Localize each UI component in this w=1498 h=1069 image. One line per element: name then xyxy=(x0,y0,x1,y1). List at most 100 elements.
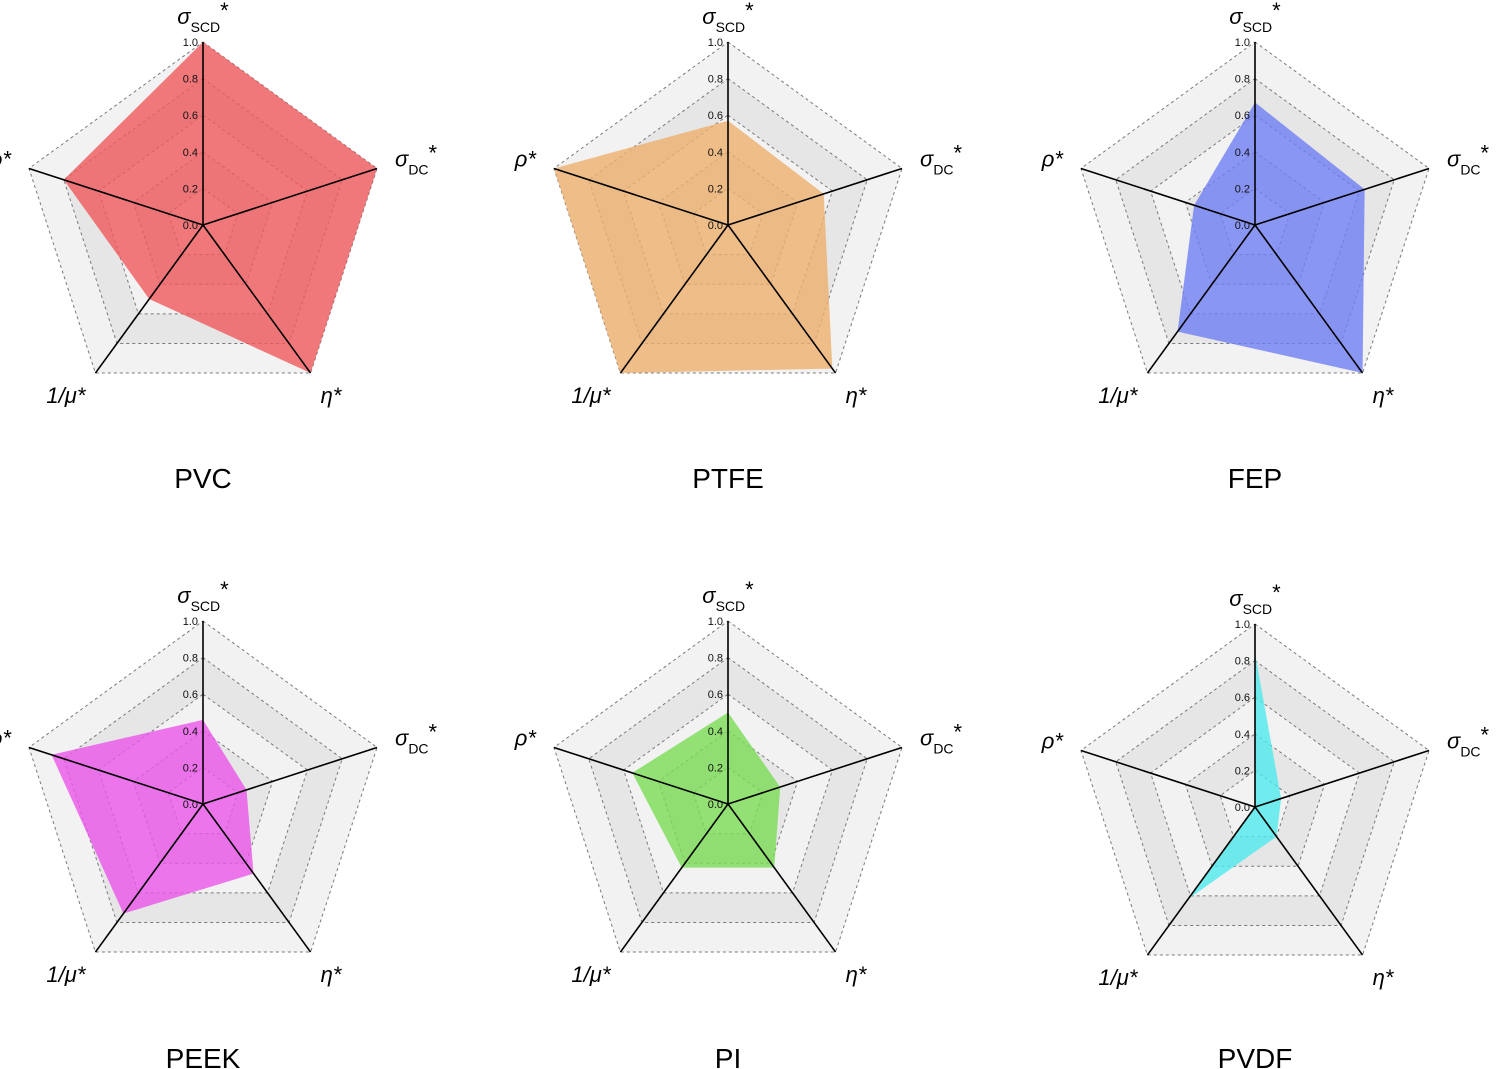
radar-panel-pi: 0.0 0.2 0.4 0.6 0.8 1.0 σSCD* σDC* η* 1/μ* ρ* PI xyxy=(514,577,963,1069)
axis-label-2: η* xyxy=(846,962,868,987)
data-area-pi xyxy=(632,712,781,868)
tick-label: 0.2 xyxy=(183,762,198,774)
axis-spoke xyxy=(202,803,312,953)
panel-title: PEEK xyxy=(166,1043,241,1069)
radar-panel-fep: 0.0 0.2 0.4 0.6 0.8 1.0 σSCD* σDC* η* 1/μ* ρ* FEP xyxy=(1041,0,1490,494)
axis-spoke xyxy=(553,746,729,805)
axis-label-3: 1/μ* xyxy=(46,962,86,987)
axis-label-2: η* xyxy=(321,383,343,408)
axis-label-0: σSCD* xyxy=(1229,580,1281,617)
axis-spoke xyxy=(727,167,903,226)
data-area-fep xyxy=(1177,102,1365,374)
axis-spoke xyxy=(94,224,204,374)
tick-label: 1.0 xyxy=(708,37,723,49)
axis-label-1: σDC* xyxy=(395,140,438,177)
axis-spoke xyxy=(1254,749,1430,808)
axis-spoke xyxy=(1146,224,1256,374)
axis-label-1: σDC* xyxy=(920,719,963,756)
radar-panel-ptfe: 0.0 0.2 0.4 0.6 0.8 1.0 σSCD* σDC* η* 1/μ* ρ* PTFE xyxy=(514,0,963,494)
axis-label-1: σDC* xyxy=(920,140,963,177)
axis-spoke xyxy=(202,167,378,226)
tick-label: 0.6 xyxy=(708,689,723,701)
axis-spoke xyxy=(1254,224,1364,374)
axis-label-0: σSCD* xyxy=(702,0,754,35)
tick-label: 0.2 xyxy=(1235,765,1250,777)
panel-title: PVC xyxy=(174,463,232,494)
panel-title: FEP xyxy=(1228,463,1282,494)
axis-label-3: 1/μ* xyxy=(1098,383,1138,408)
tick-label: 0.0 xyxy=(1235,220,1250,232)
axis-label-1: σDC* xyxy=(1447,140,1490,177)
panel-title: PI xyxy=(715,1043,741,1069)
axis-spoke xyxy=(202,224,312,374)
axis-spoke xyxy=(1080,167,1256,226)
axis-spoke xyxy=(28,167,204,226)
axis-label-3: 1/μ* xyxy=(571,962,611,987)
tick-label: 0.0 xyxy=(708,220,723,232)
radar-panel-pvdf: 0.0 0.2 0.4 0.6 0.8 1.0 σSCD* σDC* η* 1/μ* ρ* PVDF xyxy=(1041,580,1490,1069)
axis-label-4: ρ* xyxy=(1041,146,1065,171)
axis-label-2: η* xyxy=(1373,383,1395,408)
axis-label-4: ρ* xyxy=(0,146,12,171)
tick-label: 0.0 xyxy=(708,799,723,811)
axis-spoke xyxy=(727,803,837,953)
tick-label: 0.4 xyxy=(708,147,723,159)
axis-label-4: ρ* xyxy=(514,725,538,750)
radar-panel-peek: 0.0 0.2 0.4 0.6 0.8 1.0 σSCD* σDC* η* 1/μ* ρ* PEEK xyxy=(0,577,438,1069)
axis-label-0: σSCD* xyxy=(702,577,754,614)
tick-label: 1.0 xyxy=(183,37,198,49)
axis-spoke xyxy=(94,803,204,953)
tick-label: 1.0 xyxy=(1235,619,1250,631)
axis-label-2: η* xyxy=(321,962,343,987)
tick-label: 0.6 xyxy=(1235,692,1250,704)
axis-spoke xyxy=(28,746,204,805)
axis-label-0: σSCD* xyxy=(177,577,229,614)
axis-spoke xyxy=(1254,167,1430,226)
axis-spoke xyxy=(1254,806,1364,956)
tick-label: 0.4 xyxy=(183,726,198,738)
tick-label: 0.0 xyxy=(1235,802,1250,814)
tick-label: 0.2 xyxy=(1235,183,1250,195)
radar-panel-pvc: 0.0 0.2 0.4 0.6 0.8 1.0 σSCD* σDC* η* 1/μ* ρ* PVC xyxy=(0,0,438,494)
tick-label: 0.4 xyxy=(708,726,723,738)
tick-label: 1.0 xyxy=(708,616,723,628)
axis-label-1: σDC* xyxy=(1447,722,1490,759)
axis-label-3: 1/μ* xyxy=(1098,965,1138,990)
panel-title: PTFE xyxy=(692,463,764,494)
axis-spoke xyxy=(619,224,729,374)
axis-label-3: 1/μ* xyxy=(46,383,86,408)
data-area-pvdf xyxy=(1188,653,1282,899)
axis-spoke xyxy=(619,803,729,953)
tick-label: 0.4 xyxy=(1235,147,1250,159)
tick-label: 0.0 xyxy=(183,799,198,811)
axis-label-4: ρ* xyxy=(0,725,12,750)
tick-label: 0.8 xyxy=(1235,74,1250,86)
tick-label: 0.4 xyxy=(1235,729,1250,741)
tick-label: 0.8 xyxy=(1235,656,1250,668)
axis-label-2: η* xyxy=(1373,965,1395,990)
axis-spoke xyxy=(202,746,378,805)
data-area-pvc xyxy=(63,42,378,374)
tick-label: 0.6 xyxy=(708,110,723,122)
axis-label-4: ρ* xyxy=(1041,728,1065,753)
axis-label-1: σDC* xyxy=(395,719,438,756)
tick-label: 0.8 xyxy=(183,74,198,86)
tick-label: 0.8 xyxy=(708,653,723,665)
tick-label: 0.2 xyxy=(183,183,198,195)
tick-label: 0.2 xyxy=(708,183,723,195)
panel-title: PVDF xyxy=(1218,1043,1293,1069)
tick-label: 0.6 xyxy=(1235,110,1250,122)
axis-label-4: ρ* xyxy=(514,146,538,171)
axis-label-2: η* xyxy=(846,383,868,408)
tick-label: 0.6 xyxy=(183,689,198,701)
tick-label: 0.0 xyxy=(183,220,198,232)
axis-label-0: σSCD* xyxy=(1229,0,1281,35)
tick-label: 0.4 xyxy=(183,147,198,159)
axis-label-3: 1/μ* xyxy=(571,383,611,408)
axis-spoke xyxy=(727,224,837,374)
axis-label-0: σSCD* xyxy=(177,0,229,35)
axis-spoke xyxy=(1146,806,1256,956)
data-area-ptfe xyxy=(553,120,833,374)
tick-label: 0.8 xyxy=(708,74,723,86)
